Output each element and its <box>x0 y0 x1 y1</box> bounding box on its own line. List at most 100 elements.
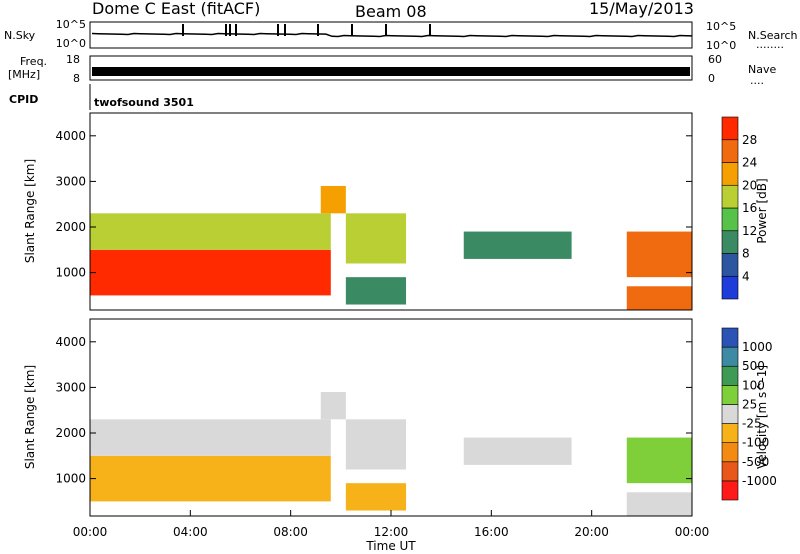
data-region <box>320 391 346 420</box>
data-region <box>320 185 346 214</box>
y-tick-label: 3000 <box>55 174 86 188</box>
data-region <box>626 437 692 484</box>
freq-left-tick-bottom: 8 <box>73 72 80 85</box>
colorbar-step <box>721 461 739 482</box>
noise-right-dots: ........ <box>756 38 784 51</box>
colorbar-step <box>721 139 739 163</box>
colorbar-step <box>721 385 739 405</box>
freq-left-tick-top: 18 <box>66 53 80 66</box>
freq-right-label: Nave <box>748 63 776 76</box>
freq-right-dots: .... <box>750 74 764 87</box>
data-region <box>345 419 407 470</box>
power-panel: 1000 2000 3000 4000 Slant Range [km] <box>23 112 693 311</box>
velocity-ylabel: Slant Range [km] <box>23 365 37 469</box>
noise-trace <box>91 32 693 38</box>
noise-panel-frame <box>89 21 693 49</box>
data-region <box>626 286 692 310</box>
data-region <box>90 455 331 502</box>
colorbar-tick-label: 20 <box>742 178 757 192</box>
colorbar-tick-label: 500 <box>742 359 765 373</box>
colorbar-tick-label: 16 <box>742 201 757 215</box>
freq-trace <box>92 67 690 76</box>
velocity-data-cells <box>90 391 692 516</box>
y-tick-label: 2000 <box>55 220 86 234</box>
data-region <box>90 419 331 456</box>
noise-right-tick-top: 10^5 <box>706 20 736 33</box>
colorbar-tick-label: 28 <box>742 133 757 147</box>
power-colorbar-label: Power [dB] <box>755 178 769 243</box>
colorbar-tick-label: -500 <box>742 455 769 469</box>
colorbar-tick-label: 1000 <box>742 340 773 354</box>
colorbar-step <box>721 116 739 141</box>
data-region <box>626 492 692 516</box>
nave-right-tick-top: 60 <box>708 53 722 66</box>
x-tick-label: 16:00 <box>474 525 509 539</box>
noise-right-label: N.Search <box>748 29 798 42</box>
cpid-label: CPID <box>9 93 38 106</box>
beam-title: Beam 08 <box>355 2 427 21</box>
power-plot-frame <box>89 112 693 311</box>
data-region <box>626 231 692 278</box>
data-region <box>90 249 331 296</box>
station-title: Dome C East (fitACF) <box>92 0 260 18</box>
y-tick-label: 1000 <box>55 266 86 280</box>
data-region <box>463 437 572 465</box>
time-xlabel: Time UT <box>365 539 416 553</box>
velocity-y-ticks: 1000 2000 3000 4000 <box>55 335 692 486</box>
velocity-colorbar: -1000 -500 -100 -25 25 100 500 1000 <box>721 327 777 501</box>
x-tick-label: 00:00 <box>675 525 710 539</box>
colorbar-step <box>721 230 739 254</box>
colorbar-step <box>721 365 739 386</box>
colorbar-step <box>721 404 739 424</box>
noise-right-tick-bottom: 10^0 <box>706 39 736 52</box>
colorbar-step <box>721 275 739 300</box>
y-tick-label: 3000 <box>55 380 86 394</box>
velocity-x-ticks: 00:00 04:00 08:00 12:00 16:00 20:00 00:00 <box>73 510 710 539</box>
colorbar-step <box>721 442 739 463</box>
noise-spikes <box>182 24 431 36</box>
colorbar-tick-label: -1000 <box>742 474 777 488</box>
colorbar-tick-label: 100 <box>742 378 765 392</box>
velocity-colorbar-label: Velocity [m s^-1] <box>755 365 769 469</box>
colorbar-tick-label: 25 <box>742 397 757 411</box>
noise-left-label: N.Sky <box>4 29 36 42</box>
x-tick-label: 00:00 <box>73 525 108 539</box>
y-tick-label: 2000 <box>55 426 86 440</box>
colorbar-tick-label: -25 <box>742 417 762 431</box>
y-tick-label: 4000 <box>55 129 86 143</box>
power-y-ticks: 1000 2000 3000 4000 <box>55 129 692 280</box>
freq-panel-frame <box>89 55 693 81</box>
x-tick-label: 20:00 <box>574 525 609 539</box>
colorbar-step <box>721 184 739 209</box>
noise-left-tick-top: 10^5 <box>56 18 86 31</box>
colorbar-tick-label: 24 <box>742 156 757 170</box>
data-region <box>345 277 407 305</box>
date-title: 15/May/2013 <box>589 0 694 18</box>
power-ylabel: Slant Range [km] <box>23 159 37 263</box>
colorbar-tick-label: 4 <box>742 269 750 283</box>
power-colorbar: 4 8 12 16 20 24 28 <box>721 116 757 300</box>
colorbar-tick-label: 12 <box>742 224 757 238</box>
nave-right-tick-bottom: 0 <box>708 72 715 85</box>
colorbar-step <box>721 327 739 348</box>
data-region <box>345 213 407 264</box>
cpid-program: twofsound 3501 <box>94 96 194 109</box>
x-tick-label: 12:00 <box>374 525 409 539</box>
colorbar-step <box>721 423 739 443</box>
x-tick-label: 08:00 <box>273 525 308 539</box>
colorbar-step <box>721 480 739 501</box>
freq-left-label-2: [MHz] <box>8 68 40 81</box>
colorbar-step <box>721 253 739 277</box>
velocity-panel: 1000 2000 3000 4000 00:00 04:00 08:00 12:00 16:… <box>23 318 710 553</box>
colorbar-tick-label: 8 <box>742 247 750 261</box>
noise-left-tick-bottom: 10^0 <box>56 37 86 50</box>
data-region <box>345 483 407 511</box>
y-tick-label: 4000 <box>55 335 86 349</box>
colorbar-step <box>721 207 739 232</box>
power-data-cells <box>90 185 692 310</box>
data-region <box>90 213 331 250</box>
colorbar-step <box>721 162 739 186</box>
y-tick-label: 1000 <box>55 472 86 486</box>
colorbar-step <box>721 346 739 367</box>
